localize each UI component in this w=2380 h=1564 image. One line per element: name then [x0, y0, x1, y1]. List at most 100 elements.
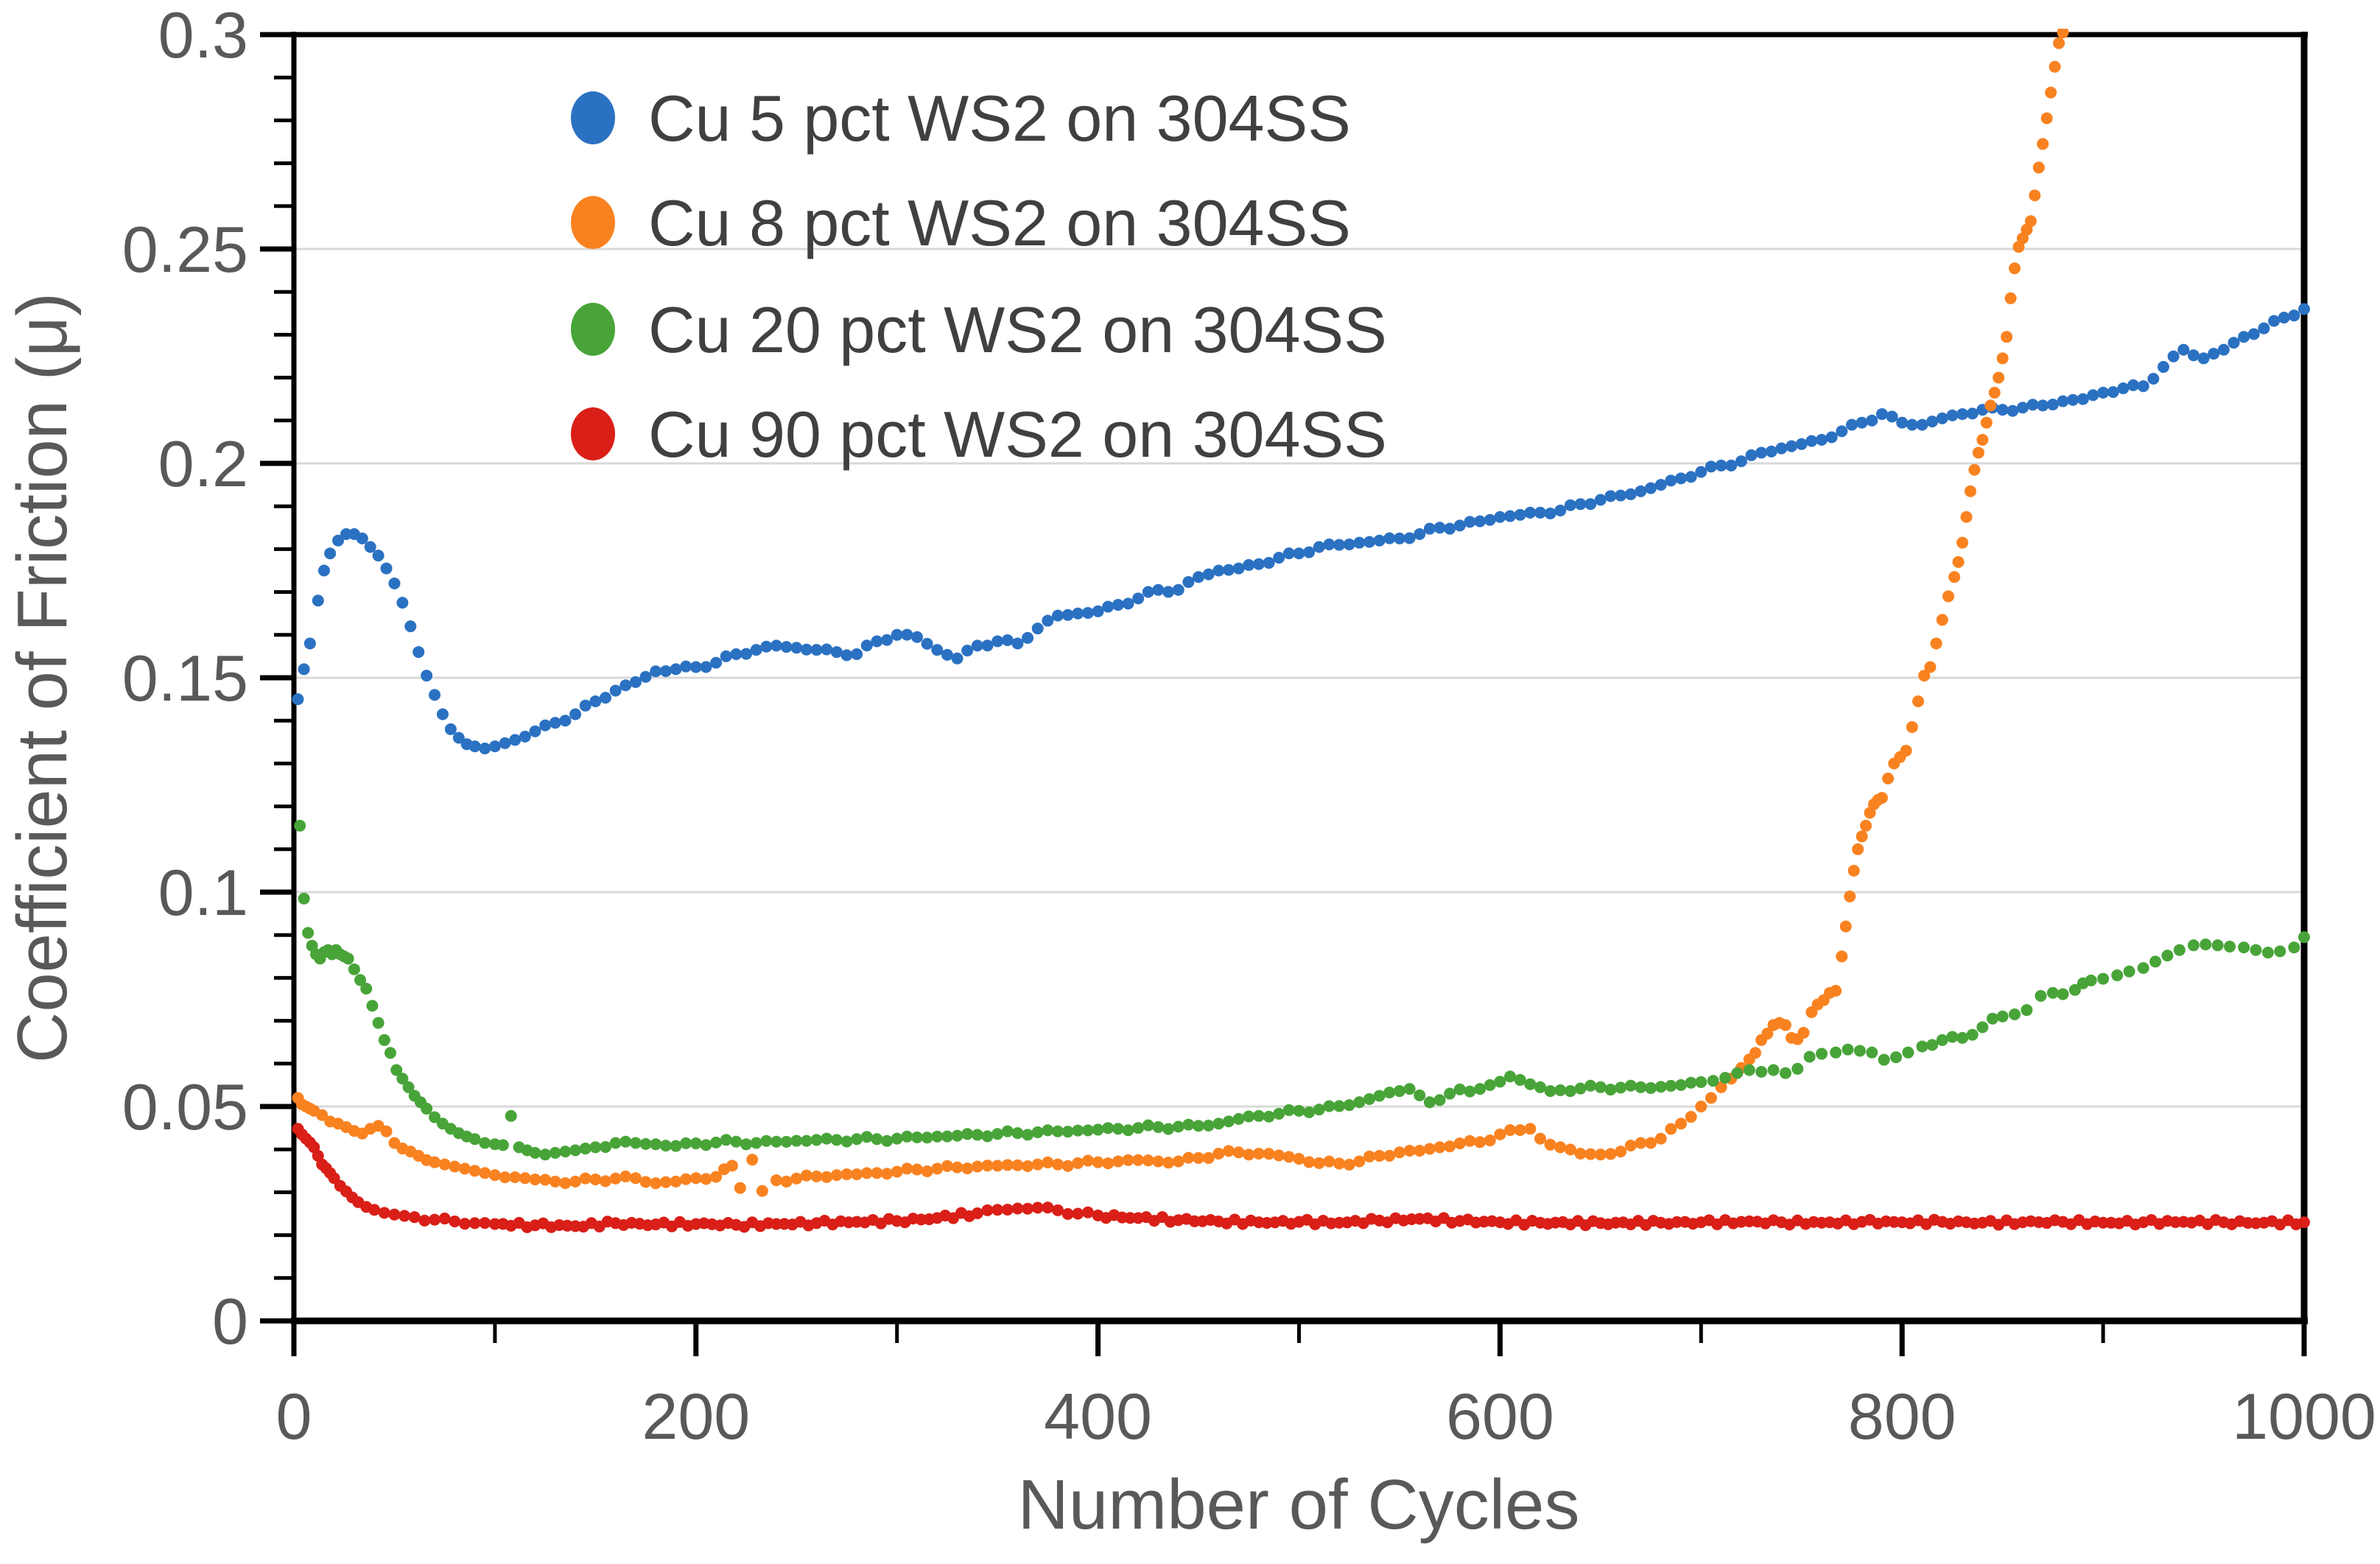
data-point	[1853, 1045, 1866, 1057]
data-point	[1906, 418, 1918, 431]
data-point	[539, 1174, 552, 1186]
data-point	[302, 927, 315, 939]
data-point	[1755, 446, 1768, 459]
data-point	[539, 1149, 552, 1161]
data-point	[2147, 373, 2160, 385]
data-point	[1031, 1202, 1044, 1214]
data-point	[1022, 1160, 1034, 1172]
data-point	[1504, 1124, 1517, 1137]
data-point	[1926, 1039, 1939, 1051]
data-point	[1767, 1064, 1780, 1076]
data-point	[1031, 1158, 1044, 1171]
data-point	[689, 661, 702, 673]
data-point	[366, 1000, 379, 1012]
data-point	[1162, 586, 1175, 598]
data-point	[1624, 1139, 1637, 1151]
data-point	[1252, 1148, 1265, 1160]
data-point	[2007, 404, 2019, 417]
data-point	[1243, 1110, 1255, 1123]
data-point	[1584, 498, 1597, 511]
x-tick-label: 200	[642, 1380, 750, 1453]
data-point	[1966, 1028, 1979, 1041]
data-point	[2040, 112, 2053, 125]
data-point	[2224, 940, 2236, 953]
data-point	[1052, 1125, 1064, 1137]
data-point	[951, 652, 963, 664]
data-point	[1263, 1110, 1275, 1123]
data-point	[1152, 1121, 1165, 1133]
data-point	[399, 1210, 411, 1222]
data-point	[1142, 586, 1154, 598]
data-point	[2016, 401, 2029, 414]
data-point	[891, 628, 903, 641]
data-point	[1514, 1124, 1526, 1137]
data-point	[599, 1141, 611, 1154]
data-point	[981, 1160, 994, 1172]
legend-swatch-icon	[571, 196, 615, 249]
data-point	[1323, 1100, 1335, 1112]
data-point	[951, 1129, 963, 1142]
data-point	[2238, 941, 2250, 954]
data-point	[1232, 562, 1245, 575]
data-point	[1731, 1067, 1744, 1079]
x-tick-label: 800	[1848, 1380, 1956, 1453]
data-point	[1474, 1083, 1486, 1095]
data-point	[342, 953, 354, 965]
data-point	[1162, 1123, 1175, 1135]
data-point	[609, 1137, 622, 1149]
data-point	[1964, 485, 1976, 497]
data-point	[1875, 408, 1888, 421]
data-point	[1996, 1010, 2009, 1023]
data-point	[650, 1138, 662, 1151]
data-point	[1645, 482, 1657, 494]
data-point	[821, 1171, 833, 1183]
series-cu-90-pct-ws2-on-304ss	[292, 1123, 2310, 1233]
data-point	[2001, 331, 2013, 343]
data-point	[1675, 472, 1688, 485]
data-point	[2097, 972, 2110, 985]
data-point	[921, 1165, 933, 1177]
data-point	[910, 1163, 923, 1176]
data-point	[599, 692, 611, 704]
data-point	[871, 1167, 883, 1179]
data-point	[2085, 974, 2097, 986]
data-point	[2057, 395, 2069, 407]
data-point	[1987, 1012, 1999, 1025]
y-tick-label: 0.2	[158, 427, 248, 500]
data-point	[2107, 386, 2119, 399]
data-point	[1202, 568, 1215, 581]
data-point	[1875, 791, 1888, 804]
data-point	[1414, 1089, 1426, 1101]
data-point	[910, 1131, 923, 1143]
data-point	[659, 1140, 672, 1152]
data-point	[1948, 571, 1961, 583]
data-point	[700, 1139, 712, 1151]
data-point	[1564, 499, 1576, 511]
data-point	[1222, 1115, 1235, 1128]
data-point	[1313, 1157, 1325, 1169]
data-point	[1524, 506, 1537, 519]
data-point	[2004, 292, 2017, 304]
data-point	[1847, 864, 1860, 877]
data-point	[396, 1073, 409, 1085]
data-point	[1042, 1156, 1054, 1168]
data-point	[529, 725, 541, 737]
data-point	[1001, 1125, 1014, 1137]
data-point	[1464, 516, 1476, 528]
data-point	[1001, 1203, 1014, 1216]
data-point	[2097, 386, 2110, 399]
data-point	[1072, 607, 1084, 620]
data-point	[1031, 623, 1044, 635]
data-point	[1122, 597, 1134, 610]
data-point	[901, 1130, 913, 1143]
data-point	[790, 1172, 803, 1185]
data-point	[961, 1128, 974, 1140]
data-point	[1866, 1046, 1878, 1059]
data-point	[1052, 609, 1064, 622]
data-point	[1243, 558, 1255, 571]
data-point	[436, 708, 449, 720]
data-point	[840, 1135, 853, 1148]
data-point	[1453, 1137, 1466, 1150]
data-point	[1946, 1031, 1959, 1043]
data-point	[438, 1158, 451, 1171]
